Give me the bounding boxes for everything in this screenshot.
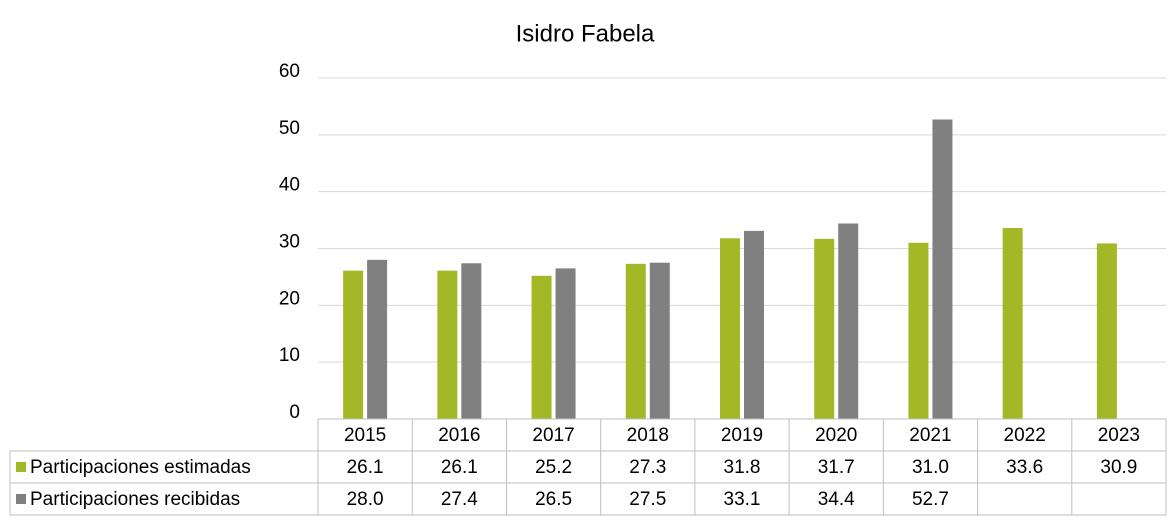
bar (838, 223, 859, 419)
x-tick-label: 2016 (438, 425, 480, 446)
table-value: 27.4 (441, 489, 478, 510)
bar (461, 263, 482, 419)
bar (908, 242, 929, 419)
x-tick-label: 2020 (815, 425, 857, 446)
y-tick-label: 0 (289, 402, 300, 423)
legend-swatch (16, 494, 26, 504)
x-tick-label: 2019 (721, 425, 763, 446)
bar (744, 230, 764, 419)
bar (437, 270, 458, 419)
y-tick-label: 60 (279, 61, 300, 82)
table-value: 27.3 (629, 457, 666, 478)
y-tick-label: 40 (279, 175, 300, 196)
x-tick-label: 2022 (1004, 425, 1046, 446)
bar (932, 119, 953, 419)
bar (1002, 228, 1023, 419)
bar (531, 275, 552, 419)
table-value: 26.1 (441, 457, 478, 478)
legend-swatch (16, 462, 26, 472)
table-value: 28.0 (347, 489, 384, 510)
x-tick-label: 2017 (532, 425, 574, 446)
table-value: 33.6 (1006, 457, 1043, 478)
table-value: 25.2 (535, 457, 572, 478)
bar (343, 270, 364, 419)
y-tick-label: 20 (279, 288, 300, 309)
x-tick-label: 2015 (344, 425, 386, 446)
table-value: 34.4 (818, 489, 855, 510)
table-value: 26.1 (347, 457, 384, 478)
bar (814, 238, 835, 419)
y-tick-label: 10 (279, 345, 300, 366)
x-tick-label: 2023 (1098, 425, 1140, 446)
bar (1096, 243, 1117, 419)
table-value: 33.1 (724, 489, 761, 510)
x-tick-label: 2021 (909, 425, 951, 446)
bar (720, 238, 740, 419)
table-value: 52.7 (912, 489, 949, 510)
table-value: 31.0 (912, 457, 949, 478)
y-tick-label: 50 (279, 118, 300, 139)
chart-title: Isidro Fabela (516, 20, 655, 47)
table-value: 30.9 (1100, 457, 1137, 478)
bar (649, 262, 670, 419)
table-value: 26.5 (535, 489, 572, 510)
table-value: 27.5 (629, 489, 666, 510)
legend-label: Participaciones estimadas (30, 457, 251, 478)
bar (555, 268, 576, 419)
bar (367, 259, 388, 419)
table-value: 31.8 (724, 457, 761, 478)
table-value: 31.7 (818, 457, 855, 478)
bar (625, 263, 646, 419)
y-tick-label: 30 (279, 232, 300, 253)
legend-label: Participaciones recibidas (30, 489, 240, 510)
x-tick-label: 2018 (627, 425, 669, 446)
